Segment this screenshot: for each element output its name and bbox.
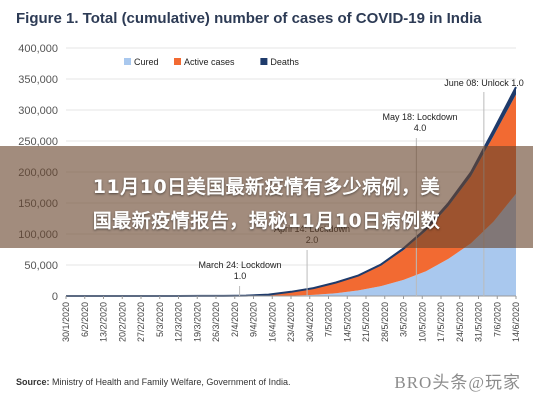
annotation-label: June 08: Unlock 1.0	[444, 78, 524, 88]
y-tick-label: 50,000	[24, 260, 58, 272]
source-text: Ministry of Health and Family Welfare, G…	[52, 377, 291, 387]
x-tick-label: 24/5/2020	[455, 302, 465, 342]
y-tick-label: 0	[52, 291, 58, 303]
annotation-label: May 18: Lockdown	[382, 112, 457, 122]
x-tick-label: 21/5/2020	[361, 302, 371, 342]
legend-label: Active cases	[184, 57, 235, 67]
x-tick-label: 17/5/2020	[436, 302, 446, 342]
x-tick-label: 2/4/2020	[230, 302, 240, 337]
legend-swatch	[124, 58, 131, 65]
x-tick-label: 30/1/2020	[61, 302, 71, 342]
x-tick-label: 26/3/2020	[211, 302, 221, 342]
series-area-cured	[66, 193, 516, 296]
y-tick-label: 350,000	[18, 74, 58, 86]
watermark: BRO头条@玩家	[394, 373, 521, 392]
x-tick-label: 12/3/2020	[174, 302, 184, 342]
x-tick-label: 10/5/2020	[417, 302, 427, 342]
x-tick-label: 7/5/2020	[324, 302, 334, 337]
annotation-sublabel: 4.0	[414, 123, 427, 133]
legend-label: Deaths	[270, 57, 299, 67]
headline-line-2: 国最新疫情报告，揭秘11月10日病例数	[92, 210, 441, 232]
x-tick-label: 28/5/2020	[380, 302, 390, 342]
source-label: Source:	[16, 377, 50, 387]
x-tick-label: 30/4/2020	[305, 302, 315, 342]
y-tick-label: 250,000	[18, 136, 58, 148]
y-tick-label: 400,000	[18, 43, 58, 55]
headline-overlay: 11月10日美国最新疫情有多少病例，美 国最新疫情报告，揭秘11月10日病例数	[0, 146, 533, 248]
x-tick-label: 27/2/2020	[136, 302, 146, 342]
y-tick-label: 300,000	[18, 105, 58, 117]
x-tick-label: 6/2/2020	[80, 302, 90, 337]
chart-title: Figure 1. Total (cumulative) number of c…	[16, 10, 482, 27]
x-tick-label: 3/5/2020	[399, 302, 409, 337]
legend-swatch	[260, 58, 268, 65]
x-tick-label: 20/2/2020	[117, 302, 127, 342]
x-tick-label: 31/5/2020	[474, 302, 484, 342]
x-tick-label: 19/3/2020	[192, 302, 202, 342]
source-note: Source: Ministry of Health and Family We…	[16, 377, 290, 387]
legend-label: Cured	[134, 57, 159, 67]
x-tick-label: 16/4/2020	[267, 302, 277, 342]
x-tick-label: 13/2/2020	[99, 302, 109, 342]
legend-swatch	[174, 58, 181, 65]
x-tick-label: 7/6/2020	[492, 302, 502, 337]
x-tick-label: 23/4/2020	[286, 302, 296, 342]
x-tick-label: 14/6/2020	[511, 302, 521, 342]
annotation-sublabel: 1.0	[234, 271, 247, 281]
x-tick-label: 9/4/2020	[249, 302, 259, 337]
x-tick-label: 5/3/2020	[155, 302, 165, 337]
x-tick-label: 14/5/2020	[342, 302, 352, 342]
headline-line-1: 11月10日美国最新疫情有多少病例，美	[92, 176, 441, 198]
annotation-label: March 24: Lockdown	[198, 260, 281, 270]
